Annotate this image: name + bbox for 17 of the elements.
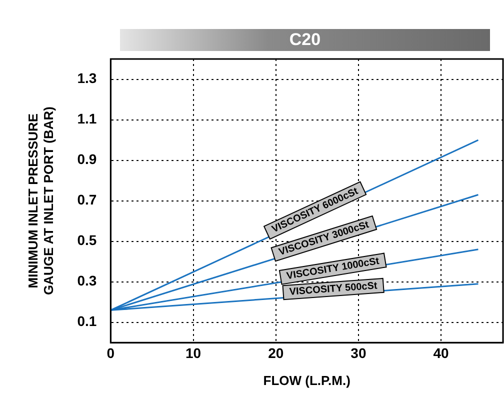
y-tick-label: 1.3 [77,70,97,86]
x-axis-title: FLOW (L.P.M.) [263,372,350,388]
x-tick-label: 20 [268,344,284,361]
y-tick-label: 0.5 [77,232,97,248]
x-tick-label: 10 [185,344,202,361]
y-tick-label: 0.7 [77,192,97,208]
y-tick-label: 0.3 [77,272,97,289]
y-tick-label: 0.1 [77,313,97,330]
chart-title: C20 [120,29,490,51]
x-tick-label: 40 [433,344,450,361]
y-axis-title: MINIMUM INLET PRESSURE GAUGE AT INLET PORT (BAR) [25,106,56,296]
annotation: VISCOSITY 1000cSt [286,256,381,282]
x-tick-label: 0 [106,344,115,361]
x-tick-label: 30 [350,344,366,361]
annotation: VISCOSITY 500cSt [289,280,378,298]
y-tick-label: 1.1 [77,110,97,127]
y-tick-label: 0.9 [77,151,97,168]
